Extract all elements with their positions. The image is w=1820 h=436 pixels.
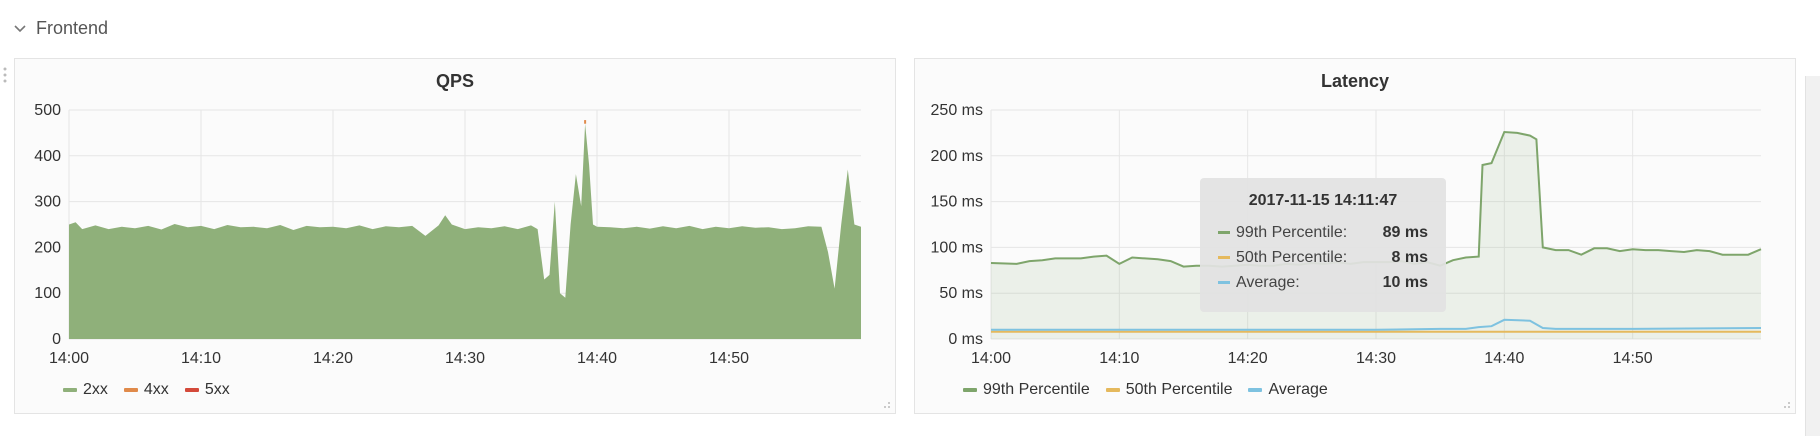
legend-label: 5xx [204,381,230,398]
x-tick-label: 14:30 [1356,350,1396,367]
x-tick-label: 14:40 [1484,350,1524,367]
row-header-frontend[interactable]: Frontend [14,18,108,39]
chevron-down-icon[interactable] [14,23,26,35]
legend-swatch [1105,388,1120,392]
panel-latency[interactable]: Latency 0 ms 50 ms 100 ms 150 ms 200 ms 250 m… [914,58,1796,414]
y-tick-label: 200 [34,239,61,256]
tooltip-value: 89 ms [1382,223,1428,241]
y-tick-label: 200 ms [931,148,983,165]
legend-label: 4xx [143,381,169,398]
x-tick-label: 14:20 [313,350,353,367]
legend-swatch [1248,388,1263,392]
x-tick-label: 14:10 [181,350,221,367]
tooltip-label: 50th Percentile: [1236,248,1348,266]
panel-title-latency[interactable]: Latency [1320,71,1390,91]
x-tick-label: 14:10 [1099,350,1139,367]
x-tick-label: 14:40 [577,350,617,367]
tooltip-row: Average: 10 ms [1218,270,1428,295]
legend-label: 99th Percentile [983,381,1090,398]
y-tick-label: 300 [34,194,61,211]
tooltip-value: 10 ms [1382,273,1428,291]
tooltip-value: 8 ms [1391,248,1428,266]
qps-chart[interactable]: 0 100 200 300 400 500 14:00 14:10 14:20 14:30 14:4… [15,59,897,415]
qps-legend-item[interactable]: 4xx [123,381,169,399]
x-tick-label: 14:50 [1613,350,1653,367]
tooltip-row: 50th Percentile: 8 ms [1218,245,1428,270]
legend-swatch [963,388,977,392]
latency-tooltip: 2017-11-15 14:11:47 99th Percentile: 89 … [1200,178,1446,312]
y-tick-label: 50 ms [939,285,983,302]
x-tick-label: 14:30 [445,350,485,367]
qps-legend-item[interactable]: 5xx [184,381,230,399]
y-tick-label: 250 ms [931,102,983,119]
y-tick-label: 500 [34,102,61,119]
panel-qps[interactable]: QPS 0 100 200 300 400 500 14:00 14:10 14:20 14:30… [14,58,896,414]
panel-title-qps[interactable]: QPS [435,71,474,91]
y-tick-label: 0 ms [948,331,983,348]
legend-label: Average [1268,381,1328,398]
resize-handle-icon[interactable] [1781,399,1791,409]
legend-label: 2xx [83,381,108,398]
tooltip-row: 99th Percentile: 89 ms [1218,220,1428,245]
resize-handle-icon[interactable] [881,399,891,409]
latency-legend-item[interactable]: 99th Percentile [963,381,1090,399]
page-scrollbar[interactable] [1805,76,1820,436]
y-tick-label: 100 ms [931,239,983,256]
legend-swatch [184,388,199,392]
y-tick-label: 0 [52,331,61,348]
tooltip-swatch [1218,231,1230,234]
drag-handle-icon[interactable] [2,66,8,88]
tooltip-swatch [1218,256,1230,259]
y-tick-label: 400 [34,148,61,165]
row-title: Frontend [36,18,109,38]
tooltip-time: 2017-11-15 14:11:47 [1248,192,1398,209]
series-line-average [991,318,1762,331]
series-area-2xx [69,123,861,339]
series-area-99th-percentile [991,132,1761,339]
qps-legend-item[interactable]: 2xx [63,381,108,399]
tooltip-label: 99th Percentile: [1236,223,1348,241]
latency-chart[interactable]: 0 ms 50 ms 100 ms 150 ms 200 ms 250 ms 14:00 14… [915,59,1797,415]
x-tick-label: 14:00 [49,350,89,367]
y-tick-label: 100 [34,285,61,302]
legend-swatch [123,388,138,392]
y-tick-label: 150 ms [931,194,983,211]
x-tick-label: 14:50 [709,350,749,367]
tooltip-label: Average: [1236,273,1300,291]
legend-label: 50th Percentile [1125,381,1233,398]
tooltip-swatch [1218,281,1230,284]
latency-legend-item[interactable]: 50th Percentile [1105,381,1233,399]
x-tick-label: 14:20 [1228,350,1268,367]
x-tick-label: 14:00 [971,350,1011,367]
qps-legend: 2xx 4xx 5xx [63,381,230,399]
latency-legend-item[interactable]: Average [1248,381,1328,399]
latency-legend: 99th Percentile 50th Percentile Average [963,381,1328,399]
legend-swatch [63,388,77,392]
